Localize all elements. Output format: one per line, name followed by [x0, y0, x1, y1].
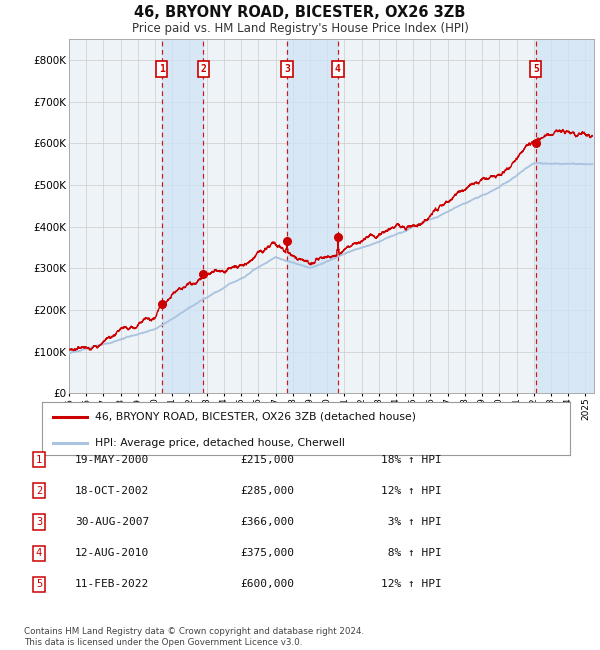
Text: 46, BRYONY ROAD, BICESTER, OX26 3ZB: 46, BRYONY ROAD, BICESTER, OX26 3ZB	[134, 5, 466, 20]
Text: 12-AUG-2010: 12-AUG-2010	[75, 548, 149, 558]
Text: 4: 4	[335, 64, 341, 74]
Text: 5: 5	[36, 579, 42, 590]
Bar	[287, 39, 338, 393]
Text: 3: 3	[284, 64, 290, 74]
Text: 1: 1	[158, 64, 164, 74]
Bar	[536, 39, 594, 393]
Text: Price paid vs. HM Land Registry's House Price Index (HPI): Price paid vs. HM Land Registry's House …	[131, 22, 469, 35]
Text: £366,000: £366,000	[240, 517, 294, 527]
Text: 30-AUG-2007: 30-AUG-2007	[75, 517, 149, 527]
Text: 5: 5	[533, 64, 539, 74]
Text: 18% ↑ HPI: 18% ↑ HPI	[381, 454, 442, 465]
Text: 11-FEB-2022: 11-FEB-2022	[75, 579, 149, 590]
Bar	[161, 39, 203, 393]
Text: £215,000: £215,000	[240, 454, 294, 465]
Text: 46, BRYONY ROAD, BICESTER, OX26 3ZB (detached house): 46, BRYONY ROAD, BICESTER, OX26 3ZB (det…	[95, 411, 416, 422]
Text: 12% ↑ HPI: 12% ↑ HPI	[381, 579, 442, 590]
Text: 4: 4	[36, 548, 42, 558]
Text: 18-OCT-2002: 18-OCT-2002	[75, 486, 149, 496]
Text: 3: 3	[36, 517, 42, 527]
Text: 12% ↑ HPI: 12% ↑ HPI	[381, 486, 442, 496]
Text: £285,000: £285,000	[240, 486, 294, 496]
Text: £600,000: £600,000	[240, 579, 294, 590]
Text: 2: 2	[36, 486, 42, 496]
Text: 1: 1	[36, 454, 42, 465]
Text: 8% ↑ HPI: 8% ↑ HPI	[381, 548, 442, 558]
Text: 3% ↑ HPI: 3% ↑ HPI	[381, 517, 442, 527]
Text: 2: 2	[200, 64, 206, 74]
Text: Contains HM Land Registry data © Crown copyright and database right 2024.
This d: Contains HM Land Registry data © Crown c…	[24, 627, 364, 647]
Text: HPI: Average price, detached house, Cherwell: HPI: Average price, detached house, Cher…	[95, 438, 344, 448]
Text: £375,000: £375,000	[240, 548, 294, 558]
Text: 19-MAY-2000: 19-MAY-2000	[75, 454, 149, 465]
